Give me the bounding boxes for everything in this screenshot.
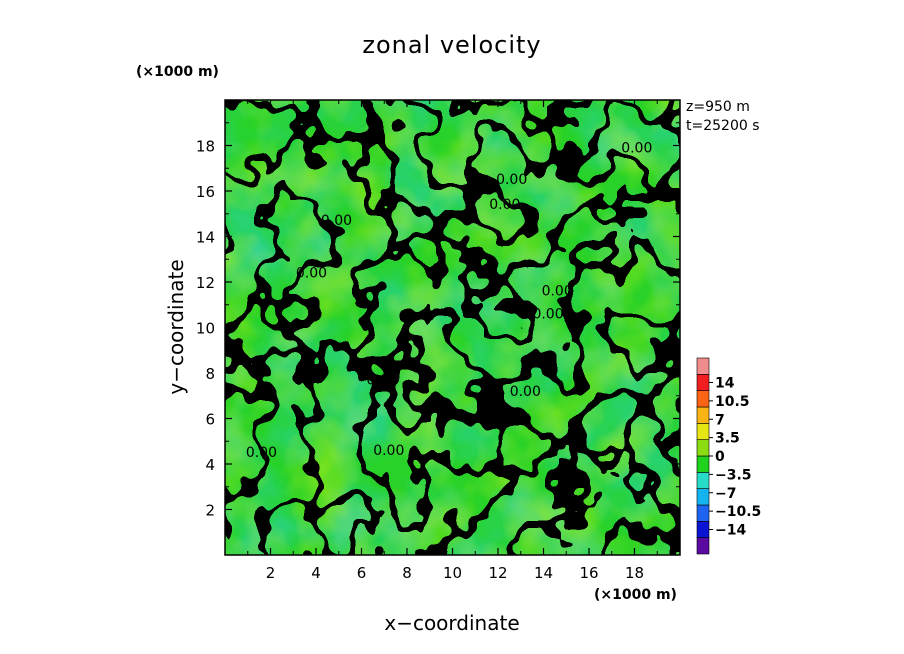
colorbar-label: −3.5 <box>715 467 752 483</box>
contour-label: 0.00 <box>496 172 527 188</box>
colorbar-swatch <box>696 455 710 473</box>
chart-title: zonal velocity <box>362 31 541 59</box>
y-tick-label: 16 <box>196 183 215 201</box>
contour-label: 0.00 <box>621 140 652 156</box>
colorbar-swatch <box>696 472 710 489</box>
contour-labels: 0.00 0.00 0.00 0.00 0.00 0.00 0.00 0.00 0.00 0.00… <box>246 140 653 461</box>
colorbar-label: −7 <box>715 486 736 502</box>
colorbar-swatch <box>696 374 710 391</box>
colorbar-swatch <box>696 390 710 408</box>
colorbar-label: 14 <box>715 376 735 392</box>
x-axis-unit: (×1000 m) <box>594 587 677 603</box>
colorbar-label: −10.5 <box>715 504 761 520</box>
y-tick-label: 8 <box>205 365 215 383</box>
x-tick-label: 14 <box>534 564 553 582</box>
x-tick-label: 18 <box>625 564 644 582</box>
contour-label: 0.00 <box>489 197 520 213</box>
colorbar-swatch <box>696 504 710 522</box>
colorbar-label: −14 <box>715 523 746 539</box>
y-tick-label: 14 <box>196 229 215 247</box>
colorbar-label: 7 <box>715 412 725 428</box>
zero-contour-lines <box>225 100 680 555</box>
contour-label: 0.00 <box>321 213 352 229</box>
colorbar-label: 3.5 <box>715 431 740 447</box>
colorbar-swatch <box>696 439 710 457</box>
annotation-time: t=25200 s <box>686 118 760 134</box>
y-tick-label: 4 <box>205 456 215 474</box>
y-tick-label: 10 <box>196 320 215 338</box>
contour-label: 0.00 <box>366 372 397 388</box>
y-axis-unit: (×1000 m) <box>136 64 219 80</box>
x-tick-label: 4 <box>311 564 321 582</box>
x-tick-label: 16 <box>579 564 598 582</box>
x-tick-label: 6 <box>357 564 367 582</box>
colorbar-label: 10.5 <box>715 394 750 410</box>
annotation-height: z=950 m <box>686 99 750 115</box>
contour-label: 0.00 <box>542 284 573 300</box>
colorbar-label: 0 <box>715 449 725 465</box>
x-tick-label: 12 <box>488 564 507 582</box>
plot-area: 0.00 0.00 0.00 0.00 0.00 0.00 0.00 0.00 0.00 0.00… <box>225 100 680 555</box>
x-axis-ticks: 2 4 6 8 10 12 14 16 18 <box>247 100 658 582</box>
colorbar-swatch <box>696 521 710 538</box>
colorbar-swatch <box>696 406 710 424</box>
contour-label: 0.00 <box>296 265 327 281</box>
colorbar-swatch <box>696 423 710 440</box>
contour-label: 0.00 <box>246 445 277 461</box>
contour-label: 0.00 <box>532 306 563 322</box>
y-axis-label: y−coordinate <box>164 259 188 394</box>
y-tick-label: 2 <box>205 502 215 520</box>
x-tick-label: 2 <box>266 564 276 582</box>
colorbar-swatch <box>696 488 710 506</box>
colorbar: 14 10.5 7 3.5 0 −3.5 −7 −10.5 −14 <box>696 357 761 555</box>
y-axis-ticks: 2 4 6 8 10 12 14 16 18 <box>196 122 680 533</box>
x-tick-label: 10 <box>443 564 462 582</box>
x-tick-label: 8 <box>402 564 412 582</box>
colorbar-swatch <box>696 357 710 375</box>
contour-label: 0.00 <box>373 443 404 459</box>
y-tick-label: 18 <box>196 138 215 156</box>
contour-label: 0.00 <box>510 384 541 400</box>
y-tick-label: 6 <box>205 411 215 429</box>
x-axis-label: x−coordinate <box>384 611 519 635</box>
y-tick-label: 12 <box>196 274 215 292</box>
colorbar-swatch <box>696 537 710 555</box>
